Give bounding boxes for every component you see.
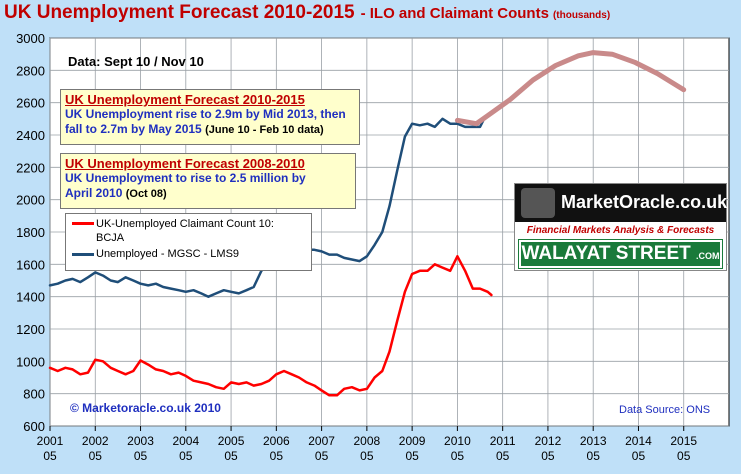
- y-tick-label: 2400: [16, 128, 45, 143]
- chart-title-row: UK Unemployment Forecast 2010-2015 - ILO …: [4, 2, 610, 24]
- x-tick-month: 05: [179, 449, 193, 463]
- y-tick-label: 600: [23, 419, 45, 434]
- walayat-street-suffix: .COM: [696, 251, 720, 261]
- chart-subtitle: - ILO and Claimant Counts: [360, 5, 549, 22]
- y-tick-label: 1400: [16, 290, 45, 305]
- x-tick-year: 2007: [308, 434, 335, 448]
- x-tick-year: 2002: [82, 434, 109, 448]
- data-note: Data: Sept 10 / Nov 10: [68, 54, 204, 69]
- x-tick-month: 05: [677, 449, 691, 463]
- y-axis-ticks: 600 800 1000 1200 1400 1600 1800 2000 2200 2400 26…: [16, 31, 45, 434]
- y-tick-label: 1600: [16, 257, 45, 272]
- x-tick-month: 05: [496, 449, 510, 463]
- legend: UK-Unemployed Claimant Count 10: BCJA Un…: [65, 213, 312, 271]
- y-tick-label: 1000: [16, 354, 45, 369]
- x-tick-month: 05: [134, 449, 148, 463]
- legend-ilo-swatch: [72, 252, 94, 256]
- y-tick-label: 2800: [16, 63, 45, 78]
- x-tick-year: 2014: [625, 434, 652, 448]
- legend-claimant: UK-Unemployed Claimant Count 10: BCJA: [72, 217, 296, 245]
- x-tick-year: 2009: [399, 434, 426, 448]
- x-tick-year: 2005: [218, 434, 245, 448]
- chart-units: (thousands): [552, 10, 611, 21]
- forecast-2008-2010-line2: April 2010: [65, 186, 123, 200]
- forecast-2010-2015-box: UK Unemployment Forecast 2010-2015 UK Un…: [60, 89, 360, 145]
- forecast-2008-2010-heading: UK Unemployment Forecast 2008-2010: [65, 156, 305, 171]
- forecast-2010-2015-note: (June 10 - Feb 10 data): [205, 124, 324, 136]
- x-tick-year: 2010: [444, 434, 471, 448]
- x-tick-month: 05: [405, 449, 419, 463]
- legend-claimant-label: UK-Unemployed Claimant Count 10: BCJA: [96, 218, 274, 244]
- x-tick-month: 05: [89, 449, 103, 463]
- legend-ilo: Unemployed - MGSC - LMS9: [72, 248, 239, 260]
- walayat-street-text: WALAYAT STREET: [521, 243, 691, 264]
- y-tick-label: 1200: [16, 322, 45, 337]
- series-line-claimant: [48, 255, 493, 397]
- data-source: Data Source: ONS: [619, 404, 711, 416]
- marketoracle-logo[interactable]: MarketOracle.co.uk Financial Markets Ana…: [514, 183, 727, 271]
- x-tick-year: 2012: [535, 434, 562, 448]
- copyright: © Marketoracle.co.uk 2010: [70, 401, 221, 415]
- forecast-2008-2010-box: UK Unemployment Forecast 2008-2010 UK Un…: [60, 153, 356, 209]
- x-tick-year: 2001: [37, 434, 64, 448]
- x-tick-month: 05: [270, 449, 284, 463]
- y-tick-label: 1800: [16, 225, 45, 240]
- x-tick-month: 05: [451, 449, 465, 463]
- walayat-street-badge: WALAYAT STREET .COM: [518, 239, 723, 269]
- x-tick-month: 05: [224, 449, 238, 463]
- legend-ilo-label: Unemployed - MGSC - LMS9: [96, 248, 240, 260]
- y-tick-label: 2000: [16, 193, 45, 208]
- forecast-2008-2010-note: (Oct 08): [125, 188, 167, 200]
- y-tick-label: 800: [23, 387, 45, 402]
- x-tick-month: 05: [541, 449, 555, 463]
- x-tick-year: 2013: [580, 434, 607, 448]
- forecast-2010-2015-line1: UK Unemployment rise to 2.9m by Mid 2013…: [65, 107, 346, 121]
- x-tick-year: 2015: [670, 434, 697, 448]
- x-tick-year: 2004: [172, 434, 199, 448]
- forecast-2010-2015-line2: fall to 2.7m by May 2015: [65, 122, 202, 136]
- y-tick-label: 3000: [16, 31, 45, 46]
- forecast-2008-2010-text: UK Unemployment to rise to 2.5 million b…: [65, 171, 351, 202]
- x-tick-month: 05: [360, 449, 374, 463]
- y-tick-label: 2600: [16, 96, 45, 111]
- x-axis-ticks: 2001052002052003052004052005052006052007…: [37, 426, 697, 463]
- logo-site-name: MarketOracle.co.uk: [561, 192, 728, 212]
- series-line-forecast: [454, 50, 687, 127]
- x-tick-month: 05: [632, 449, 646, 463]
- logo-tagline: Financial Markets Analysis & Forecasts: [526, 225, 715, 236]
- legend-claimant-swatch: [72, 221, 94, 225]
- x-tick-year: 2011: [490, 434, 516, 448]
- logo-banner: MarketOracle.co.uk: [515, 184, 728, 222]
- x-tick-year: 2006: [263, 434, 290, 448]
- x-tick-year: 2008: [354, 434, 381, 448]
- chart-title: UK Unemployment Forecast 2010-2015: [4, 2, 355, 23]
- forecast-2010-2015-heading: UK Unemployment Forecast 2010-2015: [65, 92, 305, 107]
- forecast-2008-2010-line1: UK Unemployment to rise to 2.5 million b…: [65, 171, 306, 185]
- x-tick-year: 2003: [127, 434, 154, 448]
- y-tick-label: 2200: [16, 160, 45, 175]
- forecast-2010-2015-text: UK Unemployment rise to 2.9m by Mid 2013…: [65, 107, 355, 138]
- x-tick-month: 05: [587, 449, 601, 463]
- x-tick-month: 05: [43, 449, 57, 463]
- bull-icon: [521, 188, 555, 218]
- x-tick-month: 05: [315, 449, 329, 463]
